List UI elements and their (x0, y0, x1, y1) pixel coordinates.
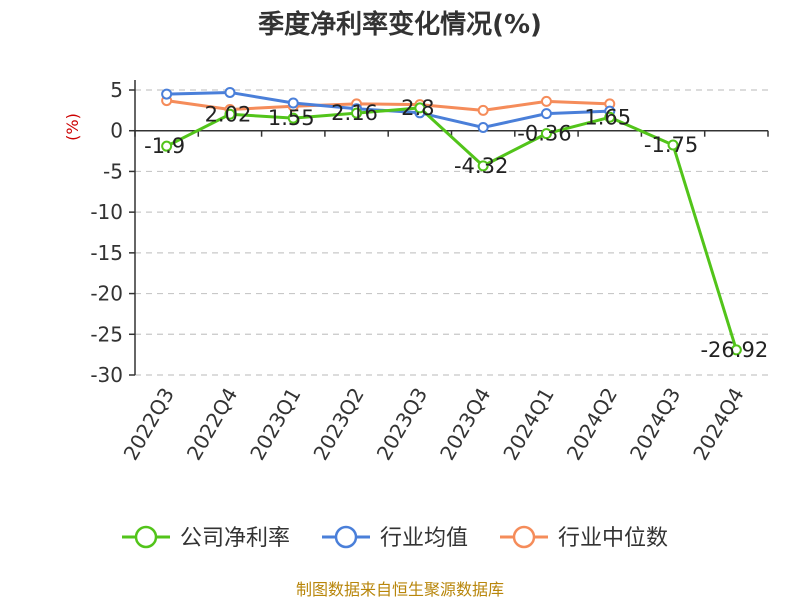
data-point[interactable] (667, 139, 679, 151)
legend-item[interactable]: 公司净利率 (122, 525, 290, 551)
data-point[interactable] (224, 86, 236, 98)
data-point[interactable] (477, 104, 489, 116)
y-axis-label: (%) (63, 113, 82, 141)
legend-label: 行业中位数 (558, 526, 668, 551)
y-tick-label: -25 (90, 322, 123, 346)
legend-label: 公司净利率 (180, 526, 290, 551)
data-label: -1.9 (144, 134, 185, 158)
x-tick-label: 2024Q1 (498, 384, 558, 465)
data-label: 1.65 (584, 105, 631, 129)
chart-title: 季度净利率变化情况(%) (258, 9, 542, 40)
data-label: 2.8 (401, 96, 434, 120)
legend-marker (512, 525, 536, 549)
data-point[interactable] (224, 108, 236, 120)
x-tick-label: 2023Q2 (308, 384, 368, 465)
data-point[interactable] (540, 95, 552, 107)
data-label: 2.02 (205, 102, 252, 126)
data-point[interactable] (604, 111, 616, 123)
data-point[interactable] (287, 112, 299, 124)
x-tick-label: 2023Q3 (372, 384, 432, 465)
legend[interactable]: 公司净利率 行业均值 行业中位数 (122, 525, 668, 551)
data-point[interactable] (540, 128, 552, 140)
data-label: -26.92 (700, 338, 768, 362)
x-tick-label: 2022Q3 (119, 384, 179, 465)
data-point[interactable] (161, 140, 173, 152)
x-tick-label: 2024Q3 (625, 384, 685, 465)
data-label: -1.75 (644, 133, 698, 157)
data-point[interactable] (540, 108, 552, 120)
data-labels: -1.9 2.02 1.55 2.16 2.8 -4.32 -0.36 1.65 -1.75 -2… (144, 96, 768, 362)
data-label: 1.55 (268, 106, 315, 130)
series-line (165, 106, 738, 351)
data-point[interactable] (161, 88, 173, 100)
x-tick-label: 2023Q4 (435, 384, 495, 465)
data-label: 2.16 (331, 101, 378, 125)
data-point[interactable] (287, 97, 299, 109)
y-tick-label: 0 (110, 119, 123, 143)
legend-marker (334, 525, 358, 549)
y-tick-label: 5 (110, 78, 123, 102)
data-point[interactable] (351, 107, 363, 119)
data-label: -0.36 (517, 122, 571, 146)
x-tick-label: 2024Q4 (688, 384, 748, 465)
source-note: 制图数据来自恒生聚源数据库 (296, 580, 504, 599)
data-point[interactable] (730, 344, 742, 356)
data-point[interactable] (477, 121, 489, 133)
legend-item[interactable]: 行业中位数 (500, 525, 668, 551)
y-tick-label: -30 (90, 363, 123, 387)
y-tick-label: -5 (103, 159, 123, 183)
x-tick-label: 2022Q4 (182, 384, 242, 465)
y-tick-label: -20 (90, 282, 123, 306)
data-label: -4.32 (454, 154, 508, 178)
legend-item[interactable]: 行业均值 (322, 525, 468, 551)
series-line (166, 99, 610, 112)
x-tick-label: 2023Q1 (245, 384, 305, 465)
data-point[interactable] (477, 160, 489, 172)
series-group (161, 86, 742, 356)
legend-label: 行业均值 (380, 526, 468, 551)
x-tick-label: 2024Q2 (562, 384, 622, 465)
y-tick-label: -10 (90, 200, 123, 224)
legend-marker (134, 525, 158, 549)
y-tick-label: -15 (90, 241, 123, 265)
data-point[interactable] (414, 102, 426, 114)
